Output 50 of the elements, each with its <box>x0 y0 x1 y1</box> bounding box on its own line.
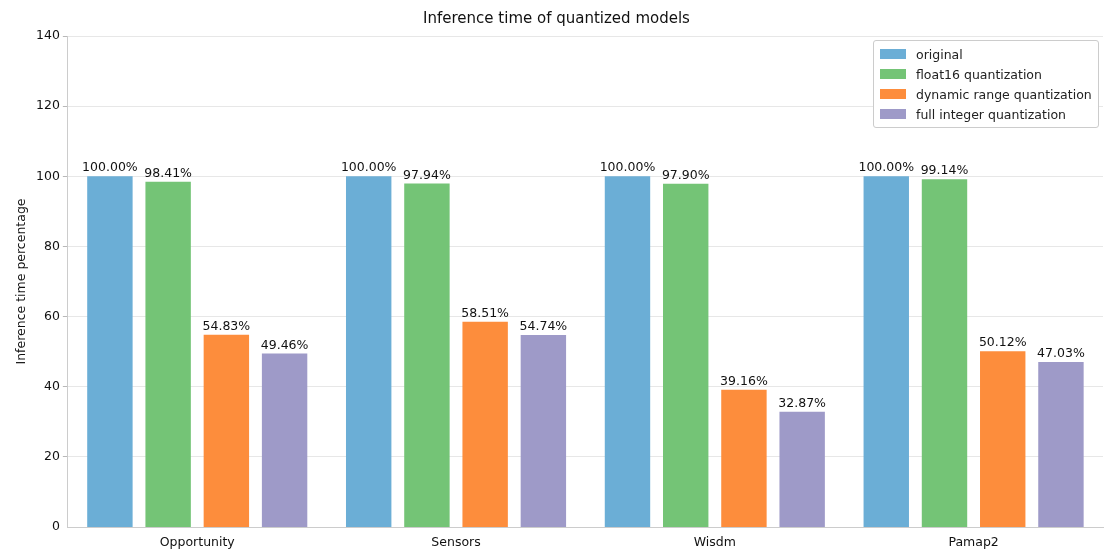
bar <box>980 351 1026 527</box>
y-tick-label: 60 <box>43 307 60 323</box>
bar <box>145 181 191 527</box>
data-label: 97.90% <box>661 166 710 182</box>
data-label: 98.41% <box>144 164 193 180</box>
y-tick-label: 140 <box>36 27 60 43</box>
data-label: 58.51% <box>461 304 510 320</box>
data-label: 47.03% <box>1037 345 1085 361</box>
bar <box>663 183 709 527</box>
x-tick-label: Pamap2 <box>948 533 999 549</box>
bar <box>921 179 968 527</box>
bar <box>261 353 308 527</box>
data-label: 97.94% <box>403 166 451 182</box>
data-label: 100.00% <box>858 159 915 175</box>
x-tick-label: Sensors <box>431 533 481 549</box>
data-label: 54.83% <box>202 317 251 333</box>
bar <box>863 176 909 527</box>
y-axis-title: Inference time percentage <box>12 198 28 365</box>
y-tick-label: 0 <box>51 518 60 534</box>
x-tick-label: Wisdm <box>693 533 736 549</box>
data-label: 100.00% <box>340 159 397 175</box>
legend-label: dynamic range quantization <box>916 86 1092 102</box>
data-label: 39.16% <box>720 372 768 388</box>
data-label: 100.00% <box>599 159 656 175</box>
bar <box>779 411 825 527</box>
bar <box>604 176 651 527</box>
data-label: 100.00% <box>82 159 138 175</box>
legend-label: original <box>916 46 963 62</box>
bar <box>345 176 392 527</box>
chart-title: Inference time of quantized models <box>423 8 691 27</box>
data-label: 50.12% <box>978 334 1027 350</box>
bar <box>462 321 508 527</box>
bar <box>1038 362 1084 527</box>
y-tick-label: 120 <box>36 97 60 113</box>
legend-label: full integer quantization <box>916 106 1066 122</box>
y-tick-label: 100 <box>36 167 60 183</box>
y-tick-label: 80 <box>43 237 60 253</box>
bar <box>404 183 450 527</box>
bar <box>203 334 250 527</box>
x-tick-label: Opportunity <box>159 533 236 549</box>
data-label: 99.14% <box>920 162 969 178</box>
legend-label: float16 quantization <box>916 66 1042 82</box>
data-label: 49.46% <box>260 336 309 352</box>
data-label: 32.87% <box>778 394 827 410</box>
y-tick-label: 40 <box>43 377 60 393</box>
bar <box>87 176 133 527</box>
data-label: 54.74% <box>519 318 568 334</box>
bar <box>520 335 567 527</box>
bar <box>721 389 767 527</box>
y-tick-label: 20 <box>43 448 60 464</box>
